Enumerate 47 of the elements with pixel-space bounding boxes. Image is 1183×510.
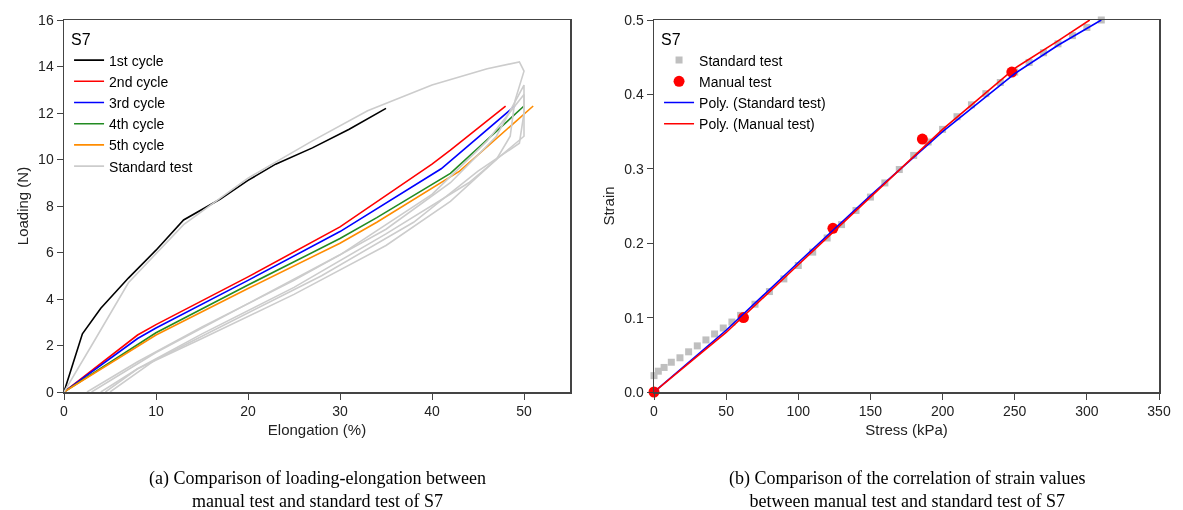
x-axis-title: Elongation (%): [267, 421, 367, 439]
legend-label: 5th cycle: [109, 137, 165, 154]
legend-title: S7: [71, 30, 91, 48]
x-tick-label: 100: [786, 403, 811, 420]
y-axis-title: Strain: [599, 186, 617, 226]
legend-label: 4th cycle: [109, 116, 165, 133]
x-tick-label: 20: [240, 403, 256, 420]
y-tick-label: 0.5: [624, 11, 644, 28]
y-tick-label: 0.1: [624, 309, 644, 326]
legend-label: Poly. (Standard test): [699, 94, 826, 111]
legend-label: 2nd cycle: [109, 73, 169, 90]
text: (a) Comparison of loading-elongation between manual test and standard test of S7: [149, 468, 486, 510]
x-axis-title: Stress (kPa): [865, 421, 948, 439]
y-tick-label: 2: [45, 337, 54, 354]
x-tick-label: 200: [930, 403, 955, 420]
x-tick-label: 30: [332, 403, 348, 420]
legend-label: Poly. (Manual test): [699, 116, 815, 133]
x-tick-label: 50: [516, 403, 532, 420]
legend-label: 3rd cycle: [109, 94, 166, 111]
text: (b) Comparison of the correlation of strain values between manual test and standard test of S7: [729, 468, 1086, 510]
y-tick-label: 0.4: [624, 86, 644, 103]
y-tick-label: 0: [45, 383, 54, 400]
y-tick-label: 12: [38, 104, 54, 121]
legend-title: S7: [661, 30, 681, 48]
x-tick-label: 350: [1147, 403, 1171, 420]
y-tick-label: 0.0: [624, 383, 644, 400]
y-tick-label: 4: [45, 290, 54, 307]
y-tick-label: 6: [45, 244, 54, 261]
x-tick-label: 40: [424, 403, 440, 420]
x-tick-label: 10: [148, 403, 164, 420]
y-tick-label: 14: [38, 58, 54, 75]
y-tick-label: 0.3: [624, 160, 644, 177]
x-tick-label: 0: [60, 403, 69, 420]
y-tick-label: 10: [38, 151, 54, 168]
x-tick-label: 0: [650, 403, 659, 420]
y-tick-label: 0.2: [624, 235, 644, 252]
legend-label: 1st cycle: [109, 52, 164, 69]
x-tick-label: 150: [858, 403, 883, 420]
y-tick-label: 16: [38, 11, 54, 28]
x-tick-label: 50: [718, 403, 735, 420]
legend-label: Standard test: [699, 52, 783, 69]
legend-label: Standard test: [109, 158, 193, 175]
x-tick-label: 250: [1003, 403, 1027, 420]
x-tick-label: 300: [1075, 403, 1099, 420]
y-axis-title: Loading (N): [13, 166, 31, 246]
legend-label: Manual test: [699, 73, 772, 90]
y-tick-label: 8: [45, 197, 54, 214]
